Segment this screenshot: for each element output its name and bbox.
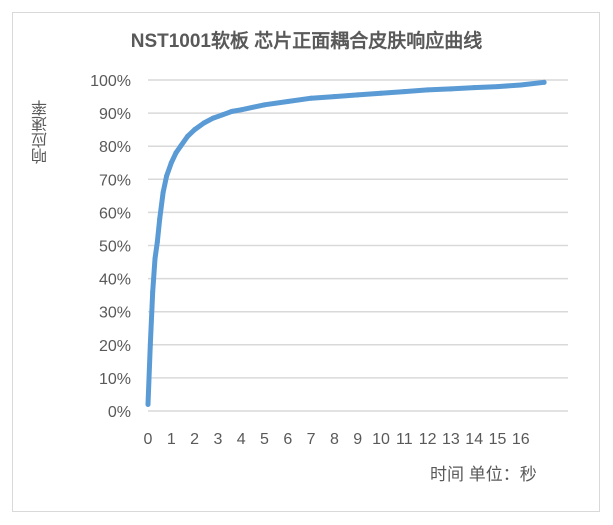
data-point bbox=[495, 84, 500, 90]
data-point bbox=[145, 401, 151, 407]
y-tick-label: 100% bbox=[90, 73, 131, 90]
x-tick-label: 10 bbox=[372, 431, 390, 448]
data-point bbox=[157, 216, 163, 222]
series-line bbox=[145, 79, 547, 407]
x-tick-label: 1 bbox=[167, 431, 176, 448]
data-point bbox=[518, 82, 524, 88]
y-tick-label: 60% bbox=[99, 205, 131, 222]
data-point bbox=[262, 102, 267, 108]
data-point bbox=[331, 94, 337, 100]
x-tick-label: 4 bbox=[237, 431, 246, 448]
data-point bbox=[229, 108, 235, 114]
data-point bbox=[308, 95, 314, 101]
data-point bbox=[147, 342, 153, 348]
x-tick-label: 7 bbox=[307, 431, 316, 448]
data-point bbox=[448, 86, 454, 92]
data-point bbox=[201, 120, 207, 126]
data-point bbox=[220, 112, 226, 118]
data-point bbox=[168, 160, 174, 166]
chart-frame bbox=[12, 12, 600, 512]
x-tick-label: 14 bbox=[465, 431, 483, 448]
data-point bbox=[355, 92, 361, 98]
data-point bbox=[210, 115, 216, 121]
y-tick-label: 20% bbox=[99, 338, 131, 355]
y-tick-label: 10% bbox=[99, 371, 131, 388]
data-point bbox=[185, 133, 191, 139]
data-point bbox=[401, 89, 407, 95]
y-tick-label: 0% bbox=[108, 404, 131, 421]
x-tick-label: 0 bbox=[144, 431, 153, 448]
x-tick-label: 12 bbox=[419, 431, 437, 448]
data-point bbox=[378, 90, 384, 96]
data-point bbox=[150, 289, 156, 295]
x-tick-label: 15 bbox=[489, 431, 507, 448]
y-tick-label: 50% bbox=[99, 239, 131, 256]
data-point bbox=[425, 87, 431, 93]
data-point bbox=[541, 79, 547, 85]
data-point bbox=[471, 85, 477, 91]
y-tick-label: 30% bbox=[99, 305, 131, 322]
x-tick-label: 2 bbox=[190, 431, 199, 448]
x-tick-label: 8 bbox=[330, 431, 339, 448]
y-tick-label: 40% bbox=[99, 272, 131, 289]
data-point bbox=[285, 99, 291, 105]
data-point bbox=[154, 239, 160, 245]
x-axis-label: 时间 单位：秒 bbox=[430, 465, 537, 484]
x-tick-label: 3 bbox=[213, 431, 222, 448]
y-tick-label: 90% bbox=[99, 106, 131, 123]
data-point bbox=[178, 143, 184, 149]
data-point bbox=[164, 173, 170, 179]
data-point bbox=[173, 150, 179, 156]
data-point bbox=[152, 256, 158, 262]
x-tick-label: 11 bbox=[396, 431, 413, 448]
y-tick-label: 80% bbox=[99, 139, 131, 156]
chart-title: NST1001软板 芯片正面耦合皮肤响应曲线 bbox=[130, 31, 483, 52]
x-tick-label: 5 bbox=[260, 431, 269, 448]
x-tick-label: 6 bbox=[283, 431, 292, 448]
data-point bbox=[160, 190, 166, 196]
x-tick-label: 9 bbox=[353, 431, 362, 448]
x-tick-label: 13 bbox=[442, 431, 460, 448]
y-tick-label: 70% bbox=[99, 172, 131, 189]
x-tick-label: 16 bbox=[512, 431, 530, 448]
data-point bbox=[238, 107, 244, 113]
data-point bbox=[192, 127, 198, 133]
